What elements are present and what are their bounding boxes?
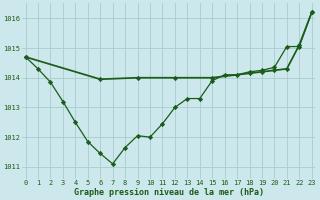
X-axis label: Graphe pression niveau de la mer (hPa): Graphe pression niveau de la mer (hPa): [74, 188, 264, 197]
